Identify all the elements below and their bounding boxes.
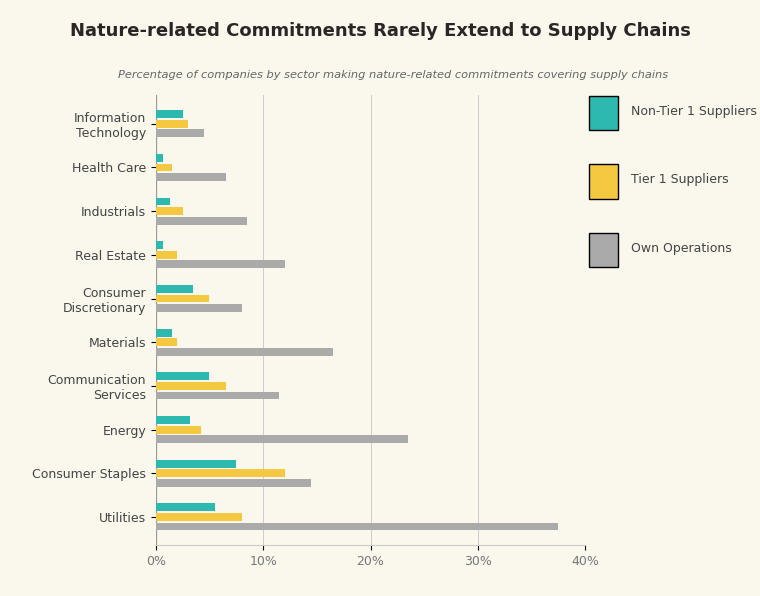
Bar: [156, 163, 172, 172]
Bar: [156, 469, 284, 477]
Bar: [156, 435, 408, 443]
FancyBboxPatch shape: [589, 164, 619, 199]
Bar: [156, 523, 559, 530]
Text: Percentage of companies by sector making nature-related commitments covering sup: Percentage of companies by sector making…: [118, 70, 668, 80]
Bar: [156, 294, 210, 302]
FancyBboxPatch shape: [589, 233, 619, 268]
Text: Own Operations: Own Operations: [632, 242, 732, 255]
Bar: [156, 251, 177, 259]
Bar: [156, 504, 215, 511]
Bar: [156, 241, 163, 249]
Bar: [156, 154, 163, 162]
Bar: [156, 382, 226, 390]
Bar: [156, 260, 284, 268]
Text: Tier 1 Suppliers: Tier 1 Suppliers: [632, 173, 729, 187]
Bar: [156, 372, 210, 380]
Bar: [156, 392, 279, 399]
Bar: [156, 207, 182, 215]
Bar: [156, 110, 182, 118]
Bar: [156, 479, 312, 487]
FancyBboxPatch shape: [589, 96, 619, 130]
Bar: [156, 339, 177, 346]
Bar: [156, 426, 201, 433]
Text: Non-Tier 1 Suppliers: Non-Tier 1 Suppliers: [632, 104, 758, 117]
Bar: [156, 120, 188, 128]
Bar: [156, 304, 242, 312]
Bar: [156, 173, 226, 181]
Bar: [156, 416, 190, 424]
Bar: [156, 217, 247, 225]
Text: Nature-related Commitments Rarely Extend to Supply Chains: Nature-related Commitments Rarely Extend…: [70, 22, 690, 41]
Bar: [156, 460, 236, 468]
Bar: [156, 129, 204, 137]
Bar: [156, 198, 169, 206]
Bar: [156, 328, 172, 337]
Bar: [156, 285, 193, 293]
Bar: [156, 513, 242, 521]
Bar: [156, 348, 333, 356]
